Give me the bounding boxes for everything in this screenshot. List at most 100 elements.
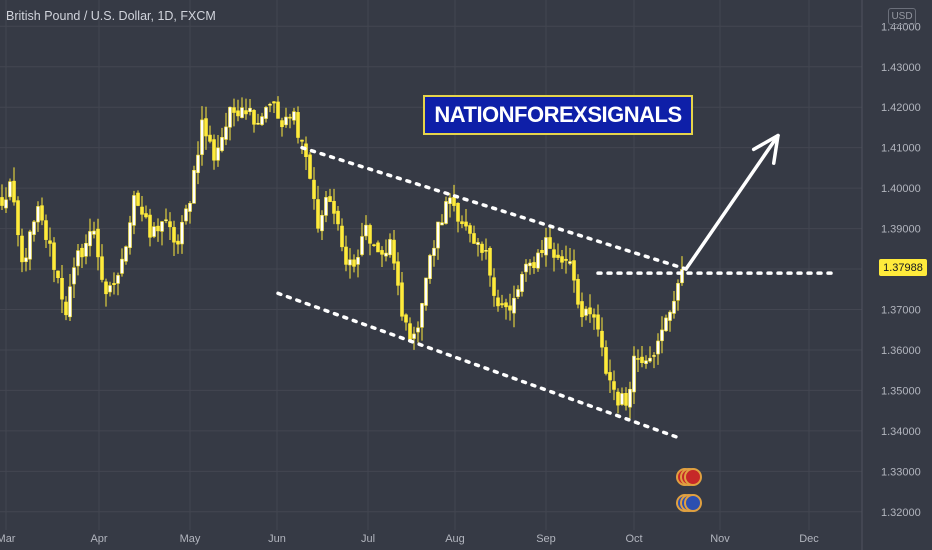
candle-body [168, 221, 172, 228]
candle-body [4, 199, 8, 209]
candle-body [140, 206, 144, 215]
candle-body [580, 301, 584, 318]
candle-body [600, 330, 604, 348]
candle-body [556, 254, 560, 258]
candle-body [508, 305, 512, 311]
candle-body [520, 274, 524, 292]
candle-body [228, 106, 232, 128]
candle-body [292, 111, 296, 121]
candle-body [448, 197, 452, 204]
candle-body [80, 247, 84, 258]
candle-body [660, 329, 664, 342]
candle-body [84, 242, 88, 257]
candle-body [360, 236, 364, 255]
candle-body [456, 202, 460, 222]
x-tick-label: Mar [0, 533, 16, 545]
candle-body [484, 250, 488, 252]
brand-watermark: NATIONFOREXSIGNALS [423, 95, 693, 135]
candle-body [652, 355, 656, 357]
candle-body [560, 256, 564, 263]
candle-body [76, 250, 80, 267]
y-tick-label: 1.42000 [881, 102, 921, 114]
candle-body [648, 357, 652, 362]
candle-body [112, 283, 116, 285]
candle-body [344, 246, 348, 265]
candle-body [36, 206, 40, 223]
candle-body [264, 107, 268, 119]
candle-body [348, 259, 352, 266]
y-tick-label: 1.36000 [881, 345, 921, 357]
candle-body [672, 300, 676, 314]
economic-events[interactable] [676, 468, 706, 520]
candle-body [16, 200, 20, 236]
candle-body [288, 116, 292, 119]
candle-body [296, 112, 300, 138]
currency-badge[interactable]: USD [888, 8, 916, 25]
candle-body [464, 221, 468, 227]
candle-body [188, 203, 192, 212]
candle-body [144, 213, 148, 218]
candle-body [396, 261, 400, 286]
candle-body [496, 297, 500, 307]
candle-body [668, 311, 672, 321]
candle-body [60, 278, 64, 300]
candle-body [436, 221, 440, 249]
candle-body [8, 181, 12, 198]
candle-body [152, 226, 156, 237]
candle-body [72, 267, 76, 285]
candle-body [196, 154, 200, 174]
candle-body [212, 139, 216, 161]
candle-body [116, 275, 120, 284]
y-tick-label: 1.43000 [881, 62, 921, 74]
candle-body [584, 308, 588, 316]
last-price-label: 1.37988 [879, 259, 927, 276]
x-tick-label: Jul [361, 533, 375, 545]
candle-body [284, 116, 288, 126]
candle-body [392, 239, 396, 264]
candle-body [516, 289, 520, 297]
candle-body [224, 126, 228, 140]
candle-body [156, 225, 160, 232]
candle-body [512, 297, 516, 314]
candle-body [532, 262, 536, 268]
us-flag-icon[interactable] [684, 494, 702, 512]
y-tick-label: 1.37000 [881, 305, 921, 317]
candle-body [280, 120, 284, 128]
candle-body [56, 270, 60, 279]
breakout-arrow[interactable] [684, 133, 780, 271]
candle-body [568, 261, 572, 264]
candle-body [172, 227, 176, 243]
candle-body [20, 235, 24, 263]
candle-body [380, 250, 384, 255]
trendline[interactable] [276, 291, 684, 441]
candle-body [0, 197, 4, 206]
y-tick-label: 1.34000 [881, 426, 921, 438]
candle-body [628, 388, 632, 408]
candle-body [132, 195, 136, 226]
candle-body [180, 221, 184, 245]
candle-body [364, 224, 368, 237]
trendline[interactable] [300, 145, 688, 271]
candle-body [492, 277, 496, 296]
candle-body [244, 110, 248, 115]
candle-body [28, 231, 32, 260]
candle-body [240, 107, 244, 118]
candle-body [656, 340, 660, 355]
candle-body [184, 208, 188, 222]
candle-body [88, 231, 92, 247]
candle-body [444, 201, 448, 224]
candle-body [312, 179, 316, 199]
candle-body [500, 303, 504, 306]
candle-body [564, 258, 568, 261]
candle-body [368, 225, 372, 244]
candle-body [680, 269, 684, 284]
candle-body [52, 242, 56, 270]
candle-body [640, 356, 644, 363]
gb-flag-icon[interactable] [684, 468, 702, 486]
candle-body [468, 225, 472, 234]
candle-body [336, 210, 340, 225]
candle-body [136, 192, 140, 206]
candle-body [536, 252, 540, 269]
y-tick-label: 1.40000 [881, 183, 921, 195]
